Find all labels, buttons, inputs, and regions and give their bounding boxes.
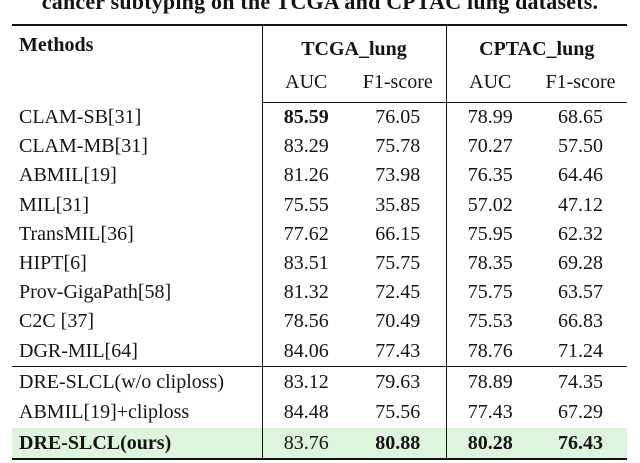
value-cell: 75.56 — [375, 401, 421, 424]
value-cell: 73.98 — [375, 164, 421, 187]
method-cell: CLAM-MB[31] — [19, 135, 148, 158]
method-cell: CLAM-SB[31] — [19, 105, 142, 128]
value-cell: 76.43 — [534, 427, 627, 459]
value-cell: 77.62 — [261, 219, 350, 250]
subheader-tcga-f1: F1-score — [350, 67, 446, 103]
method-cell: DGR-MIL[64] — [19, 339, 138, 362]
value-cell: 63.57 — [558, 281, 603, 304]
value-cell: 84.48 — [261, 397, 350, 428]
table-row: CLAM-MB[31] 83.29 75.78 70.27 57.50 — [12, 132, 627, 162]
method-cell: DRE-SLCL(w/o cliploss) — [12, 365, 262, 398]
value-cell: 81.32 — [261, 278, 350, 308]
table-section-2: DRE-SLCL(w/o cliploss) 83.12 79.63 78.89 74.… — [12, 365, 627, 459]
value-cell: 76.35 — [445, 161, 534, 191]
results-table-wrap: Methods TCGA_lung CPTAC_lung AUC F1-scor… — [12, 24, 627, 461]
method-cell: MIL[31] — [19, 193, 89, 216]
group-header-tcga-lung: TCGA_lung — [261, 26, 446, 67]
value-cell: 70.27 — [445, 132, 534, 162]
group-header-cptac-lung: CPTAC_lung — [445, 26, 627, 67]
table-header: Methods TCGA_lung CPTAC_lung AUC F1-scor… — [12, 26, 627, 103]
value-cell: 83.51 — [261, 249, 350, 279]
value-cell: 83.12 — [261, 365, 350, 398]
value-cell: 67.29 — [558, 401, 603, 424]
value-cell: 75.55 — [261, 190, 350, 220]
method-cell: Prov-GigaPath[58] — [19, 281, 172, 304]
value-cell: 66.15 — [375, 222, 421, 245]
methods-header: Methods — [19, 34, 94, 56]
table-row: HIPT[6] 83.51 75.75 78.35 69.28 — [12, 249, 627, 279]
table-row: ABMIL[19] 81.26 73.98 76.35 64.46 — [12, 161, 627, 191]
table-row: Prov-GigaPath[58] 81.32 72.45 75.75 63.57 — [12, 278, 627, 308]
value-cell: 84.06 — [261, 336, 350, 367]
value-cell: 64.46 — [558, 164, 603, 187]
value-cell: 76.05 — [375, 106, 421, 128]
value-cell: 75.75 — [445, 278, 534, 308]
method-cell: ABMIL[19] — [19, 164, 117, 187]
table-section-1: CLAM-SB[31] 85.59 76.05 78.99 68.65 CLAM-MB[3… — [12, 102, 627, 367]
value-cell: 77.43 — [375, 339, 421, 362]
value-cell: 78.35 — [445, 249, 534, 279]
value-cell: 68.65 — [558, 106, 603, 128]
value-cell: 81.26 — [261, 161, 350, 191]
value-cell: 78.76 — [445, 336, 534, 367]
value-cell: 71.24 — [558, 339, 603, 362]
value-cell: 75.78 — [375, 135, 421, 158]
value-cell: 80.28 — [445, 427, 534, 459]
value-cell: 79.63 — [350, 365, 446, 398]
value-cell: 57.50 — [558, 135, 603, 158]
value-cell: 66.83 — [558, 310, 603, 333]
table-row: DGR-MIL[64] 84.06 77.43 78.76 71.24 — [12, 336, 627, 367]
method-cell: TransMIL[36] — [19, 222, 134, 245]
value-cell: 83.76 — [261, 427, 350, 459]
table-row: DRE-SLCL(ours) 83.76 80.88 80.28 76.43 — [12, 427, 627, 459]
value-cell: 75.53 — [445, 307, 534, 337]
method-cell: ABMIL[19]+cliploss — [19, 401, 190, 424]
value-cell: 78.99 — [445, 102, 534, 133]
value-cell: 83.29 — [261, 132, 350, 162]
table-row: ABMIL[19]+cliploss 84.48 75.56 77.43 67.29 — [12, 397, 627, 428]
value-cell: 69.28 — [558, 252, 603, 275]
value-cell: 77.43 — [445, 397, 534, 428]
table-row: MIL[31] 75.55 35.85 57.02 47.12 — [12, 190, 627, 220]
value-cell: 57.02 — [445, 190, 534, 220]
value-cell: 75.95 — [445, 219, 534, 250]
value-cell: 72.45 — [375, 281, 421, 304]
table-row: CLAM-SB[31] 85.59 76.05 78.99 68.65 — [12, 102, 627, 133]
method-cell: DRE-SLCL(ours) — [12, 427, 262, 459]
results-table: Methods TCGA_lung CPTAC_lung AUC F1-scor… — [12, 26, 627, 459]
sub-header-row: AUC F1-score AUC F1-score — [12, 67, 627, 103]
subheader-cptac-f1: F1-score — [534, 67, 627, 103]
table-row: C2C [37] 78.56 70.49 75.53 66.83 — [12, 307, 627, 337]
subheader-cptac-auc: AUC — [445, 67, 534, 103]
method-cell: C2C [37] — [19, 310, 94, 333]
value-cell: 78.89 — [445, 365, 534, 398]
value-cell: 75.75 — [375, 252, 421, 275]
table-row: DRE-SLCL(w/o cliploss) 83.12 79.63 78.89 74.… — [12, 365, 627, 398]
value-cell: 80.88 — [350, 427, 446, 459]
subheader-tcga-auc: AUC — [261, 67, 350, 103]
group-header-row: Methods TCGA_lung CPTAC_lung — [12, 26, 627, 67]
table-row: TransMIL[36] 77.62 66.15 75.95 62.32 — [12, 219, 627, 250]
value-cell: 35.85 — [375, 193, 421, 216]
value-cell: 78.56 — [261, 307, 350, 337]
table-caption: cancer subtyping on the TCGA and CPTAC l… — [41, 0, 599, 14]
value-cell: 62.32 — [558, 222, 603, 245]
value-cell: 74.35 — [534, 365, 627, 398]
value-cell: 85.59 — [261, 102, 350, 133]
method-cell: HIPT[6] — [19, 252, 87, 275]
value-cell: 47.12 — [558, 193, 603, 216]
value-cell: 70.49 — [375, 310, 421, 333]
